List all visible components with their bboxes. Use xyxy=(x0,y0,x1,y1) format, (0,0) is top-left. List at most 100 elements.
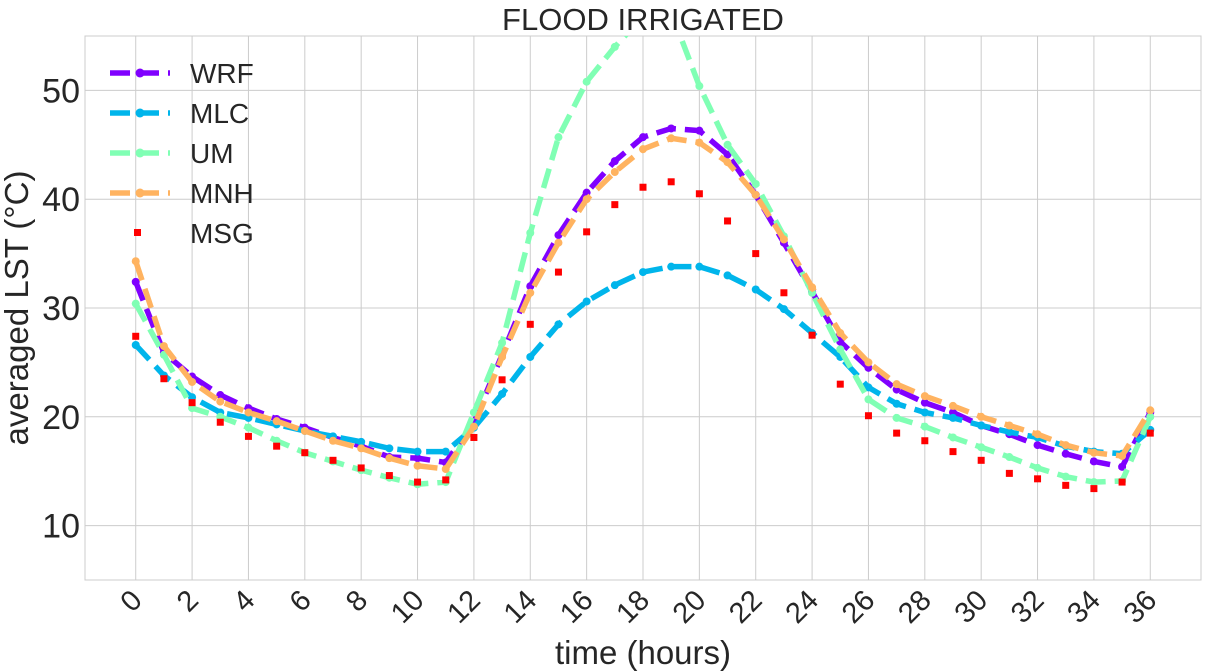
data-point xyxy=(526,352,535,361)
x-tick-label: 0 xyxy=(115,584,149,618)
data-point xyxy=(893,429,901,437)
data-point xyxy=(695,82,704,91)
y-tick-label: 50 xyxy=(42,72,80,110)
x-tick-label: 26 xyxy=(836,584,881,629)
x-tick-label: 12 xyxy=(441,584,486,629)
data-point xyxy=(892,380,901,389)
data-point xyxy=(414,478,422,486)
data-point xyxy=(611,201,619,209)
data-point xyxy=(329,456,337,464)
data-point xyxy=(554,133,563,142)
data-point xyxy=(442,476,450,484)
data-point xyxy=(498,376,506,384)
data-point xyxy=(1146,406,1155,415)
data-point xyxy=(864,383,873,392)
data-point xyxy=(441,465,450,474)
data-point xyxy=(977,412,986,421)
data-point xyxy=(582,297,591,306)
legend-item-mnh: MNH xyxy=(110,178,254,209)
x-tick-label: 20 xyxy=(667,584,712,629)
data-point xyxy=(864,358,873,367)
data-point xyxy=(864,395,873,404)
data-point xyxy=(1061,472,1070,481)
x-tick-label: 10 xyxy=(385,584,430,629)
data-point xyxy=(864,412,872,420)
series-group xyxy=(131,36,1155,493)
data-point xyxy=(583,228,591,236)
data-point xyxy=(159,342,168,351)
data-point xyxy=(920,408,929,417)
data-point xyxy=(357,437,366,446)
x-tick-label: 14 xyxy=(498,584,543,629)
data-point xyxy=(300,426,309,435)
data-point xyxy=(808,331,816,339)
data-point xyxy=(949,401,957,410)
legend-marker xyxy=(135,188,145,198)
data-point xyxy=(526,288,535,297)
data-point xyxy=(132,332,140,340)
plot-frame xyxy=(84,35,1202,581)
data-point xyxy=(498,352,507,361)
y-axis-label: averaged LST (°C) xyxy=(0,171,35,446)
data-point xyxy=(1033,463,1042,472)
data-point xyxy=(977,443,986,452)
data-point xyxy=(413,447,422,456)
data-point xyxy=(667,262,676,271)
legend-item-msg: MSG xyxy=(134,218,254,249)
data-point xyxy=(582,195,591,204)
data-point xyxy=(695,138,704,147)
x-tick-label: 32 xyxy=(1005,584,1050,629)
data-point xyxy=(526,228,535,237)
data-point xyxy=(610,157,619,166)
data-point xyxy=(272,417,281,426)
data-point xyxy=(779,235,788,244)
data-point xyxy=(667,178,675,186)
data-point xyxy=(1005,428,1014,437)
data-point xyxy=(329,436,337,445)
data-point xyxy=(1146,429,1154,437)
x-tick-label: 16 xyxy=(554,584,599,629)
x-tick-label: 8 xyxy=(340,584,374,618)
data-point xyxy=(301,449,309,457)
series-msg xyxy=(132,178,1154,493)
x-tick-label: 34 xyxy=(1061,584,1106,629)
data-point xyxy=(216,397,225,406)
data-point xyxy=(554,238,563,247)
data-point xyxy=(1033,441,1042,450)
data-point xyxy=(498,389,507,398)
data-point xyxy=(1118,462,1127,471)
data-point xyxy=(1089,448,1098,457)
legend-label: MNH xyxy=(190,178,254,209)
data-point xyxy=(357,464,365,472)
y-tick-label: 40 xyxy=(42,181,80,219)
x-tick-label: 24 xyxy=(780,584,825,629)
data-point xyxy=(131,257,140,266)
data-point xyxy=(469,422,478,431)
data-point xyxy=(413,454,422,463)
data-point xyxy=(610,168,619,176)
data-point xyxy=(1146,412,1155,421)
legend-item-um: UM xyxy=(110,138,234,169)
data-point xyxy=(892,399,901,408)
data-point xyxy=(244,423,253,432)
data-point xyxy=(554,320,563,329)
data-point xyxy=(949,448,957,456)
data-point xyxy=(836,345,845,354)
data-point xyxy=(639,183,647,191)
data-point xyxy=(808,283,817,292)
data-point xyxy=(751,190,760,199)
x-tick-label: 6 xyxy=(284,584,318,618)
data-point xyxy=(1061,449,1070,458)
data-point xyxy=(554,231,563,240)
y-tick-labels: 10 20 30 40 50 xyxy=(42,72,80,545)
data-point xyxy=(977,456,985,464)
data-point xyxy=(357,444,366,453)
data-point xyxy=(723,271,732,280)
data-point xyxy=(1118,451,1127,460)
x-tick-labels: 0 2 4 6 8 10 12 14 16 18 20 22 24 26 28 30 32 34 36 xyxy=(115,584,1164,629)
legend-item-wrf: WRF xyxy=(110,58,254,89)
y-tick-label: 20 xyxy=(42,399,80,437)
data-point xyxy=(188,377,197,386)
x-axis-label: time (hours) xyxy=(555,634,731,671)
